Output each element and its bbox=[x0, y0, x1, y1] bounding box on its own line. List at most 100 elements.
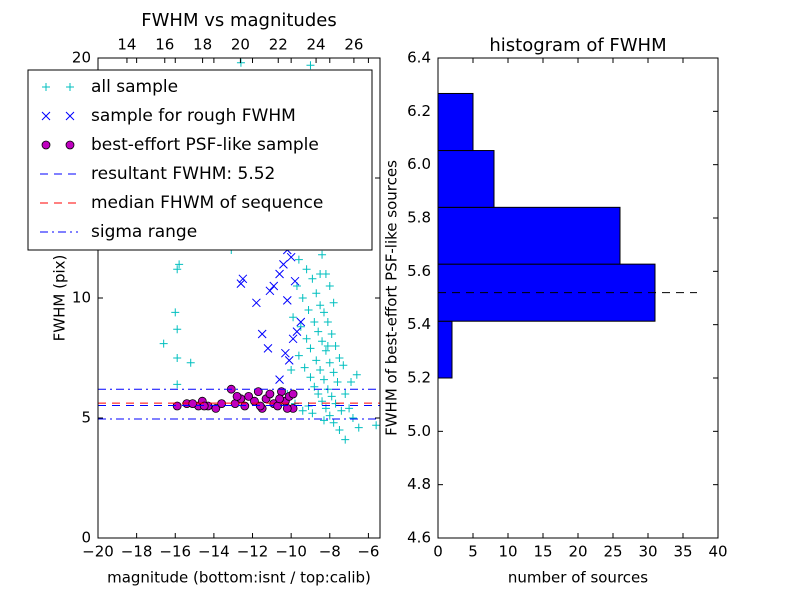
point bbox=[302, 265, 311, 274]
legend-marker bbox=[41, 111, 51, 121]
point bbox=[319, 416, 328, 425]
legend-marker bbox=[42, 83, 50, 91]
x-axis-label: magnitude (bottom:isnt / top:calib) bbox=[107, 569, 371, 587]
point bbox=[345, 404, 354, 413]
point bbox=[265, 286, 275, 296]
y-tick-label: 10 bbox=[72, 289, 91, 307]
axes-frame bbox=[97, 57, 381, 539]
point bbox=[286, 252, 296, 262]
point bbox=[282, 403, 292, 413]
point bbox=[321, 346, 330, 355]
legend-label: sigma range bbox=[91, 222, 197, 242]
point bbox=[304, 306, 313, 314]
y-axis-label: FWHM of best-effort PSF-like sources bbox=[383, 160, 401, 436]
y-tick-label: 5.6 bbox=[407, 262, 431, 280]
point bbox=[244, 391, 254, 401]
y-tick-label: 6.2 bbox=[407, 102, 431, 120]
x2-tick-label: 16 bbox=[155, 36, 174, 54]
point bbox=[329, 418, 338, 427]
plot-area bbox=[98, 58, 380, 444]
y-tick-label: 5.0 bbox=[407, 422, 431, 440]
point bbox=[257, 329, 267, 339]
x-tick-label: −8 bbox=[319, 543, 341, 561]
x-tick-label: 20 bbox=[568, 543, 587, 561]
point bbox=[298, 294, 307, 302]
point bbox=[325, 411, 334, 420]
y-tick-label: 5.2 bbox=[407, 369, 431, 387]
point bbox=[341, 390, 350, 398]
point bbox=[173, 354, 182, 362]
x-tick-label: 5 bbox=[468, 543, 478, 561]
x-tick-label: 0 bbox=[433, 543, 443, 561]
point bbox=[314, 327, 323, 336]
point bbox=[296, 322, 305, 331]
legend-marker bbox=[65, 140, 75, 150]
point bbox=[275, 269, 284, 279]
point bbox=[175, 260, 184, 269]
point bbox=[236, 279, 246, 288]
point bbox=[372, 421, 380, 430]
point bbox=[306, 373, 315, 382]
point bbox=[308, 409, 317, 418]
x2-tick-label: 24 bbox=[307, 36, 326, 54]
point bbox=[302, 334, 311, 343]
y-axis-label: FWHM (pix) bbox=[51, 255, 69, 342]
point bbox=[318, 337, 327, 346]
point bbox=[292, 327, 302, 336]
x-tick-label: −10 bbox=[275, 543, 307, 561]
point bbox=[337, 406, 346, 415]
bar bbox=[437, 150, 495, 208]
bar bbox=[437, 263, 656, 322]
x2-tick-label: 22 bbox=[269, 36, 288, 54]
point bbox=[319, 308, 328, 317]
point bbox=[318, 250, 327, 259]
point bbox=[341, 435, 350, 444]
point bbox=[171, 308, 180, 317]
y-tick-label: 5.4 bbox=[407, 315, 431, 333]
y-tick-label: 0 bbox=[81, 529, 91, 547]
point bbox=[282, 296, 292, 305]
chart-title: histogram of FWHM bbox=[489, 35, 666, 56]
point bbox=[306, 61, 315, 70]
point bbox=[352, 370, 361, 379]
legend-label: sample for rough FWHM bbox=[91, 106, 296, 126]
x2-tick-label: 26 bbox=[344, 36, 363, 54]
point bbox=[348, 414, 357, 422]
point bbox=[281, 348, 290, 358]
point bbox=[316, 301, 325, 310]
point bbox=[327, 392, 336, 401]
legend-label: resultant FWHM: 5.52 bbox=[91, 164, 275, 184]
legend-label: best-effort PSF-like sample bbox=[91, 135, 319, 155]
point bbox=[289, 313, 298, 322]
x-tick-label: −12 bbox=[237, 543, 269, 561]
point bbox=[300, 363, 309, 372]
point bbox=[173, 265, 182, 274]
point bbox=[298, 406, 307, 415]
x-tick-label: 30 bbox=[638, 543, 657, 561]
point bbox=[331, 342, 340, 350]
point bbox=[314, 390, 323, 398]
point bbox=[335, 354, 344, 362]
legend-box bbox=[27, 69, 373, 251]
point bbox=[319, 375, 328, 384]
y-tick-label: 4.8 bbox=[407, 475, 431, 493]
point bbox=[173, 380, 182, 389]
x-axis-label: number of sources bbox=[508, 569, 648, 587]
point bbox=[354, 423, 363, 432]
legend-label: median FHWM of sequence bbox=[91, 193, 323, 213]
point bbox=[275, 375, 284, 384]
point bbox=[296, 317, 306, 327]
legend-label: all sample bbox=[91, 77, 178, 97]
point bbox=[232, 391, 242, 401]
point bbox=[252, 298, 261, 308]
axes-frame bbox=[437, 57, 719, 539]
x-tick-label: −14 bbox=[198, 543, 230, 561]
point bbox=[335, 426, 344, 434]
point bbox=[265, 389, 275, 399]
bar bbox=[437, 206, 621, 265]
x2-tick-label: 18 bbox=[193, 36, 212, 54]
x-tick-label: −18 bbox=[121, 543, 153, 561]
point bbox=[323, 342, 332, 350]
point bbox=[186, 358, 195, 367]
